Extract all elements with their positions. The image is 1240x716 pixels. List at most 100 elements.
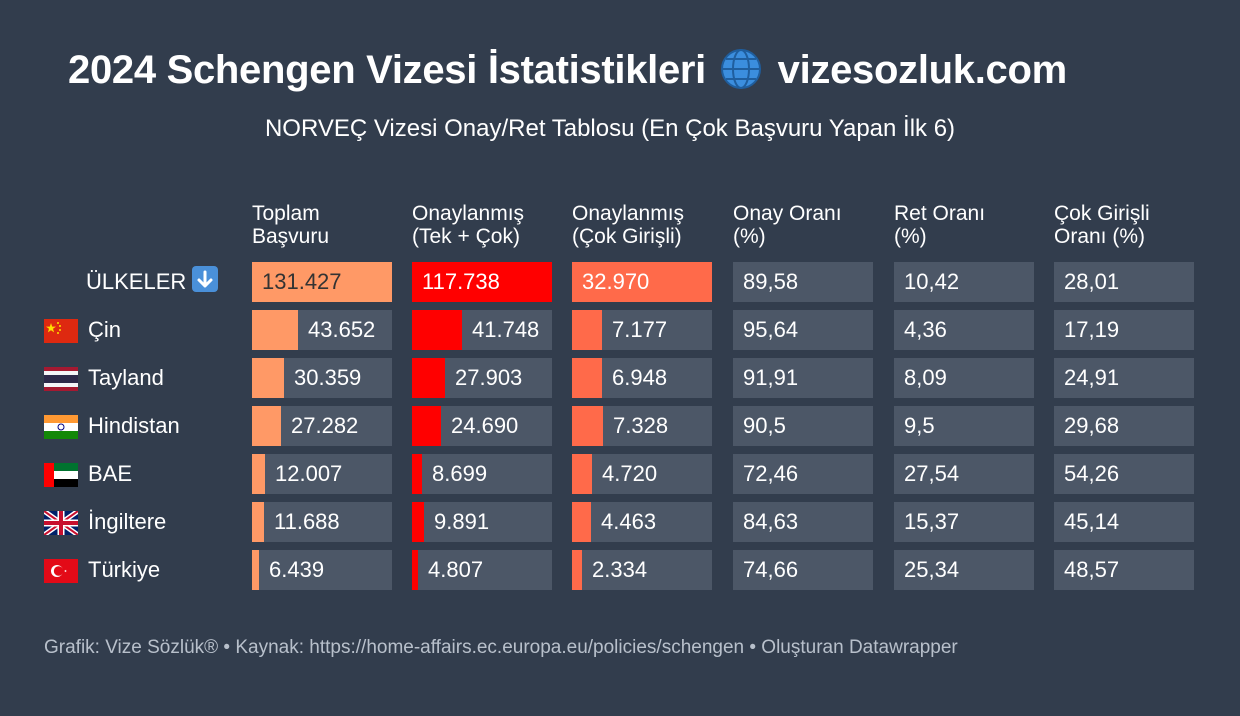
cell-cok_orani: 24,91 bbox=[1054, 358, 1194, 398]
cell-value: 11.688 bbox=[274, 509, 340, 534]
cell-value: 7.328 bbox=[613, 413, 669, 438]
site-text: vizesozluk.com bbox=[777, 48, 1068, 92]
bar-toplam bbox=[252, 310, 298, 350]
bar-onay bbox=[412, 262, 552, 302]
cell-value: 6.439 bbox=[269, 557, 325, 582]
column-header-cok: Onaylanmış (Çok Girişli) bbox=[572, 202, 685, 248]
cell-value: 54,26 bbox=[1064, 461, 1120, 486]
cell-ret_orani: 25,34 bbox=[894, 550, 1034, 590]
cell-onay_orani: 84,63 bbox=[733, 502, 873, 542]
cell-onay: 24.690 bbox=[412, 406, 552, 446]
cell-cok_orani: 28,01 bbox=[1054, 262, 1194, 302]
cell-onay: 9.891 bbox=[412, 502, 552, 542]
cell-onay_orani: 72,46 bbox=[733, 454, 873, 494]
cell-value: 95,64 bbox=[743, 317, 799, 342]
cell-toplam: 6.439 bbox=[252, 550, 392, 590]
country-label: Çin bbox=[88, 310, 121, 350]
india-flag-icon bbox=[44, 412, 78, 439]
cell-value: 28,01 bbox=[1064, 269, 1120, 294]
cell-value: 72,46 bbox=[743, 461, 799, 486]
cell-value: 9,5 bbox=[904, 413, 935, 438]
cell-value: 27,54 bbox=[904, 461, 960, 486]
down-arrow-icon bbox=[192, 266, 219, 292]
bar-onay bbox=[412, 358, 445, 398]
bar-cok bbox=[572, 406, 603, 446]
cell-onay_orani: 74,66 bbox=[733, 550, 873, 590]
bar-cok bbox=[572, 262, 712, 302]
cell-value: 41.748 bbox=[472, 317, 540, 342]
cell-value: 48,57 bbox=[1064, 557, 1120, 582]
country-label: Hindistan bbox=[88, 406, 180, 446]
column-header-onay_orani: Onay Oranı (%) bbox=[733, 202, 842, 248]
cell-value: 24.690 bbox=[451, 413, 519, 438]
cell-onay: 117.738 bbox=[412, 262, 552, 302]
bar-toplam bbox=[252, 454, 265, 494]
cell-value: 27.903 bbox=[455, 365, 523, 390]
cell-value: 45,14 bbox=[1064, 509, 1120, 534]
cell-value: 74,66 bbox=[743, 557, 799, 582]
cell-cok_orani: 48,57 bbox=[1054, 550, 1194, 590]
globe-icon bbox=[720, 49, 761, 89]
cell-cok_orani: 45,14 bbox=[1054, 502, 1194, 542]
column-header-ret_orani: Ret Oranı (%) bbox=[894, 202, 986, 248]
cell-cok: 7.328 bbox=[572, 406, 712, 446]
cell-value: 30.359 bbox=[294, 365, 362, 390]
chart-subtitle: NORVEÇ Vizesi Onay/Ret Tablosu (En Çok B… bbox=[264, 115, 956, 142]
cell-value: 10,42 bbox=[904, 269, 960, 294]
cell-value: 17,19 bbox=[1064, 317, 1120, 342]
cell-onay_orani: 89,58 bbox=[733, 262, 873, 302]
cell-toplam: 131.427 bbox=[252, 262, 392, 302]
cell-value: 91,91 bbox=[743, 365, 799, 390]
cell-cok_orani: 29,68 bbox=[1054, 406, 1194, 446]
cell-onay_orani: 95,64 bbox=[733, 310, 873, 350]
cell-value: 15,37 bbox=[904, 509, 960, 534]
cell-ret_orani: 15,37 bbox=[894, 502, 1034, 542]
chart-footer: Grafik: Vize Sözlük® • Kaynak: https://h… bbox=[44, 637, 958, 658]
column-header-cok_orani: Çok Girişli Oranı (%) bbox=[1054, 202, 1150, 248]
cell-value: 29,68 bbox=[1064, 413, 1120, 438]
bar-onay bbox=[412, 310, 462, 350]
bar-toplam bbox=[252, 502, 264, 542]
cell-onay_orani: 91,91 bbox=[733, 358, 873, 398]
country-name: İngiltere bbox=[88, 509, 167, 534]
cell-onay: 41.748 bbox=[412, 310, 552, 350]
bar-toplam bbox=[252, 550, 259, 590]
bar-cok bbox=[572, 550, 582, 590]
cell-cok: 32.970 bbox=[572, 262, 712, 302]
cell-cok_orani: 54,26 bbox=[1054, 454, 1194, 494]
country-label: Tayland bbox=[88, 358, 164, 398]
cell-onay: 27.903 bbox=[412, 358, 552, 398]
country-name: Hindistan bbox=[88, 413, 180, 438]
title-text: 2024 Schengen Vizesi İstatistikleri bbox=[68, 48, 706, 92]
cell-cok: 2.334 bbox=[572, 550, 712, 590]
uae-flag-icon bbox=[44, 460, 78, 487]
country-label: BAE bbox=[88, 454, 132, 494]
cell-value: 4.807 bbox=[428, 557, 484, 582]
bar-onay bbox=[412, 454, 422, 494]
cell-toplam: 11.688 bbox=[252, 502, 392, 542]
cell-cok: 7.177 bbox=[572, 310, 712, 350]
cell-cok: 4.463 bbox=[572, 502, 712, 542]
country-name: Türkiye bbox=[88, 557, 161, 582]
bar-toplam bbox=[252, 406, 281, 446]
cell-value: 4.463 bbox=[601, 509, 657, 534]
country-name: Tayland bbox=[88, 365, 164, 390]
bar-toplam bbox=[252, 262, 392, 302]
cell-value: 8,09 bbox=[904, 365, 947, 390]
bar-cok bbox=[572, 502, 591, 542]
bar-onay bbox=[412, 502, 424, 542]
country-label: İngiltere bbox=[88, 502, 166, 542]
cell-value: 9.891 bbox=[434, 509, 490, 534]
cell-onay_orani: 90,5 bbox=[733, 406, 873, 446]
country-name: BAE bbox=[88, 461, 133, 486]
cell-toplam: 27.282 bbox=[252, 406, 392, 446]
cell-value: 8.699 bbox=[432, 461, 488, 486]
bar-onay bbox=[412, 406, 441, 446]
chart-title: 2024 Schengen Vizesi İstatistikleri vize… bbox=[68, 44, 1067, 96]
bar-cok bbox=[572, 454, 592, 494]
country-name: Çin bbox=[88, 317, 122, 342]
thailand-flag-icon bbox=[44, 364, 78, 391]
cell-onay: 4.807 bbox=[412, 550, 552, 590]
cell-value: 4.720 bbox=[602, 461, 658, 486]
header-label-text: ÜLKELER bbox=[86, 269, 187, 294]
